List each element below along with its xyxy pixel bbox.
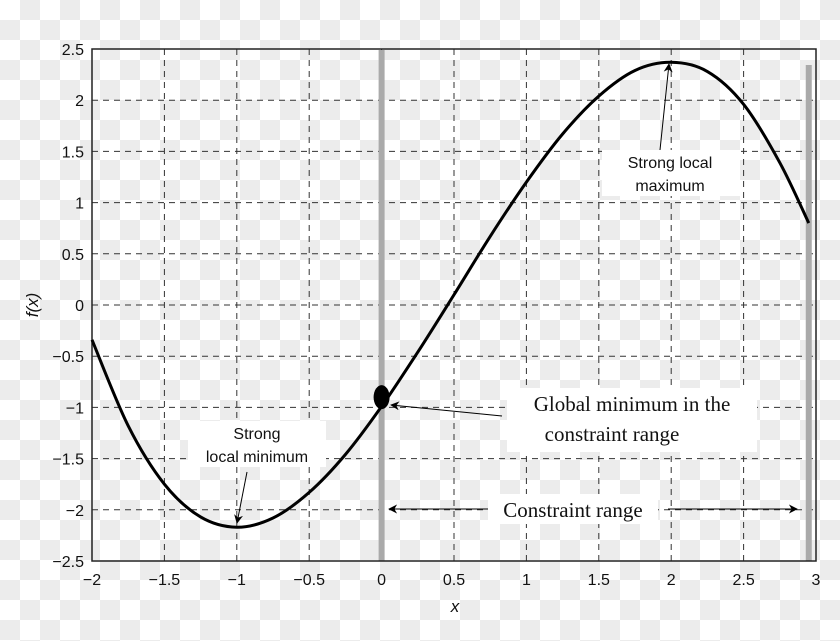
- y-tick-label: 1.5: [62, 144, 84, 161]
- local-min-label-line2: local minimum: [206, 449, 308, 466]
- constraint-bounds: [378, 50, 812, 561]
- plot-frame: [91, 48, 817, 562]
- x-tick-label: −0.5: [293, 572, 325, 589]
- x-tick-label: 1.5: [588, 572, 610, 589]
- global-min-label-line2: constraint range: [545, 422, 680, 446]
- x-tick-label: 2: [667, 572, 676, 589]
- x-axis-label: x: [450, 597, 460, 616]
- x-tick-labels: −2 −1.5 −1 −0.5 0 0.5 1 1.5 2 2.5 3: [83, 572, 821, 589]
- x-tick-label: −2: [83, 572, 101, 589]
- local-min-arrow: [234, 471, 248, 524]
- x-tick-label: 1: [522, 572, 531, 589]
- local-max-label-box: [602, 150, 740, 196]
- constraint-range-label: Constraint range: [503, 498, 642, 522]
- y-tick-label: −2.5: [52, 554, 84, 571]
- grid: [92, 49, 816, 561]
- series-line: [90, 60, 811, 529]
- y-tick-label: −1.5: [52, 452, 84, 469]
- y-tick-label: −0.5: [52, 349, 84, 366]
- x-tick-label: 0: [377, 572, 386, 589]
- y-tick-label: 0: [75, 298, 84, 315]
- x-tick-label: −1.5: [149, 572, 181, 589]
- y-tick-label: 2: [75, 93, 84, 110]
- local-max-arrow: [659, 63, 673, 151]
- local-min-label-line1: Strong: [233, 426, 280, 443]
- local-min-label-box: [188, 421, 326, 467]
- local-max-label-line1: Strong local: [628, 155, 713, 172]
- y-axis-label: f(x): [23, 293, 42, 318]
- y-tick-label: 1: [75, 196, 84, 213]
- x-tick-label: 3: [812, 572, 821, 589]
- local-max-label-line2: maximum: [635, 178, 704, 195]
- y-tick-label: −2: [66, 503, 84, 520]
- x-tick-label: 0.5: [443, 572, 465, 589]
- constraint-range-label-box: [488, 494, 658, 524]
- global-min-arrow: [390, 401, 503, 417]
- global-minimum-marker: [373, 385, 390, 410]
- y-tick-labels: 2.5 2 1.5 1 0.5 0 −0.5 −1 −1.5 −2 −2.5: [52, 42, 84, 571]
- x-tick-label: 2.5: [732, 572, 754, 589]
- global-min-label-line1: Global minimum in the: [534, 392, 731, 416]
- y-tick-label: 0.5: [62, 247, 84, 264]
- x-tick-label: −1: [228, 572, 246, 589]
- y-tick-label: −1: [66, 400, 84, 417]
- y-tick-label: 2.5: [62, 42, 84, 59]
- global-min-label-box: [507, 388, 757, 452]
